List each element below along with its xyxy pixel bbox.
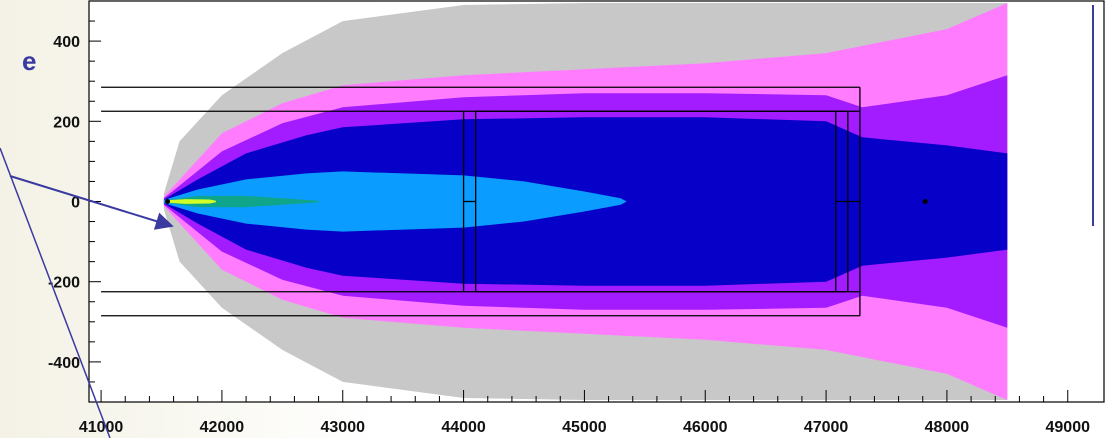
x-tick-label: 45000 [562,419,607,436]
x-tick-label: 49000 [1046,419,1091,436]
y-tick-label: 0 [71,195,80,212]
x-tick-label: 43000 [321,419,366,436]
zone-skyblue [163,171,627,232]
geometry-outline [101,86,861,317]
x-tick-label: 41000 [79,419,124,436]
x-tick-label: 42000 [200,419,245,436]
zone-teal [166,195,319,208]
y-tick-label: 400 [53,34,80,51]
y-tick-label: 200 [53,114,80,131]
x-axis: 41000 42000 43000 44000 45000 46000 47000 48000… [79,390,1090,436]
zone-yellow [166,199,216,204]
point-marker [165,199,171,204]
y-tick-label: -200 [48,275,80,292]
point-marker [922,199,928,204]
y-axis: -400 -200 0 200 400 [48,0,101,403]
markers [165,199,928,204]
y-tick-label: -400 [48,355,80,372]
cut-off-letter: e [22,46,36,76]
x-tick-label: 46000 [683,419,728,436]
x-tick-label: 48000 [925,419,970,436]
x-tick-label: 44000 [441,419,486,436]
slide-annotations: e [0,5,1094,438]
x-tick-label: 47000 [804,419,849,436]
annotation-line-diagonal [0,147,111,438]
annotation-arrow [9,175,174,230]
intensity-zones [163,3,1008,400]
